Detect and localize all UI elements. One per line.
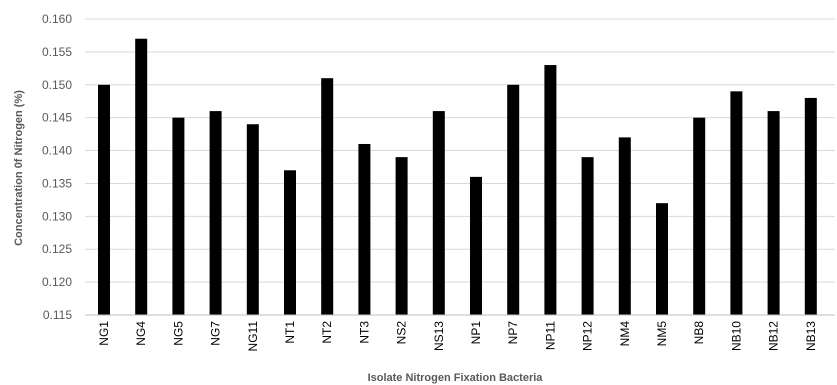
- x-tick-label: NB12: [767, 321, 781, 351]
- x-tick-label: NB8: [692, 321, 706, 345]
- bar-nb13: [804, 97, 817, 315]
- x-tick-label: NB13: [804, 321, 818, 351]
- y-tick-label: 0.115: [43, 308, 72, 322]
- bar-nb10: [730, 91, 743, 315]
- x-tick-label: NT1: [283, 321, 297, 344]
- y-tick-label: 0.155: [42, 45, 72, 59]
- bar-ns2: [395, 157, 408, 315]
- x-axis-ticks: NG1 NG4 NG5 NG7 NG11 NT1 NT2 NT3 NS2 NS13 NP1 NP7 NP…: [97, 321, 818, 352]
- y-tick-label: 0.140: [42, 144, 72, 158]
- x-tick-label: NG7: [209, 321, 223, 346]
- x-tick-label: NS2: [395, 321, 409, 345]
- y-tick-label: 0.130: [42, 209, 72, 223]
- x-tick-label: NP1: [469, 321, 483, 345]
- bar-nb8: [693, 117, 706, 316]
- x-tick-label: NT2: [320, 321, 334, 344]
- x-tick-label: NP7: [506, 321, 520, 345]
- x-tick-label: NT3: [357, 321, 371, 344]
- bar-ng4: [135, 38, 148, 315]
- y-axis-ticks: 0.115 0.120 0.125 0.130 0.135 0.140 0.145 0.150…: [42, 12, 72, 322]
- x-tick-label: NG1: [97, 321, 111, 346]
- bar-nm4: [618, 137, 631, 315]
- x-tick-label: NG4: [134, 321, 148, 346]
- bar-nm5: [656, 203, 668, 315]
- bar-nt1: [284, 170, 296, 315]
- bar-ng5: [172, 117, 185, 316]
- x-tick-label: NM5: [655, 321, 669, 347]
- x-tick-label: NS13: [432, 321, 446, 351]
- bar-ns13: [432, 111, 445, 315]
- y-axis-title: Concentration 0f Nitrogen (%): [13, 90, 25, 246]
- y-tick-label: 0.135: [42, 176, 72, 190]
- x-tick-label: NB10: [729, 321, 743, 351]
- y-tick-label: 0.160: [42, 12, 72, 26]
- bar-np7: [507, 84, 520, 316]
- x-tick-label: NG11: [246, 321, 260, 352]
- x-tick-label: NM4: [618, 321, 632, 347]
- y-tick-label: 0.120: [42, 275, 72, 289]
- bar-np11: [544, 65, 557, 316]
- y-tick-label: 0.145: [42, 111, 72, 125]
- x-axis-title: Isolate Nitrogen Fixation Bacteria: [368, 372, 544, 384]
- bar-ng7: [209, 111, 222, 315]
- bar-nt2: [321, 78, 334, 315]
- bars: [98, 38, 817, 316]
- bar-np1: [470, 176, 482, 315]
- bar-nt3: [358, 143, 371, 315]
- x-tick-label: NP11: [543, 321, 557, 350]
- y-tick-label: 0.125: [42, 242, 72, 256]
- y-tick-label: 0.150: [42, 78, 72, 92]
- bar-ng1: [98, 84, 110, 316]
- bar-ng11: [246, 124, 259, 315]
- bar-nb12: [767, 111, 780, 315]
- gridlines: [85, 18, 835, 283]
- bar-np12: [581, 157, 594, 315]
- x-tick-label: NG5: [171, 321, 185, 346]
- x-tick-label: NP12: [581, 321, 595, 351]
